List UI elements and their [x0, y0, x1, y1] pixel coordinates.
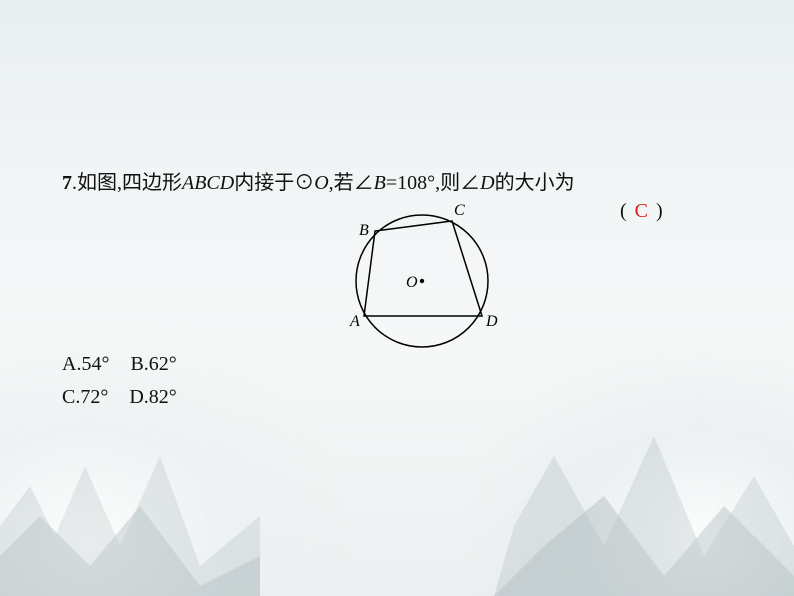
paren-close: ): [656, 200, 663, 222]
q-angleB: B: [374, 172, 386, 194]
paren-open: (: [620, 200, 627, 222]
question-text: 7.如图,四边形ABCD内接于⊙O,若∠B=108°,则∠D的大小为: [62, 166, 575, 195]
options-row-2: C.72° D.82°: [62, 381, 193, 414]
question-number: 7: [62, 172, 72, 194]
q-suffix: 的大小为: [495, 172, 575, 194]
option-C: C.72°: [62, 386, 108, 408]
q-center: O: [314, 172, 328, 194]
options-block: A.54° B.62° C.72° D.82°: [62, 348, 193, 414]
q-angleD: D: [480, 172, 494, 194]
options-row-1: A.54° B.62°: [62, 348, 193, 381]
svg-text:B: B: [359, 222, 369, 239]
q-prefix: .如图,四边形: [72, 172, 182, 194]
q-quad: ABCD: [182, 172, 234, 194]
option-A: A.54°: [62, 353, 109, 375]
slide-content: 7.如图,四边形ABCD内接于⊙O,若∠B=108°,则∠D的大小为 (C) A…: [0, 0, 794, 596]
q-mid1: 内接于⊙: [234, 172, 314, 194]
svg-text:O: O: [406, 274, 418, 291]
q-mid3: =108°,则∠: [386, 172, 480, 194]
svg-text:D: D: [485, 313, 498, 330]
geometry-diagram: A B C D O: [332, 196, 512, 366]
option-D: D.82°: [129, 386, 176, 408]
svg-text:C: C: [454, 202, 465, 219]
answer-paren: (C): [620, 200, 663, 223]
option-B: B.62°: [130, 353, 176, 375]
svg-text:A: A: [349, 313, 360, 330]
answer-letter: C: [627, 200, 656, 222]
q-mid2: ,若∠: [329, 172, 374, 194]
